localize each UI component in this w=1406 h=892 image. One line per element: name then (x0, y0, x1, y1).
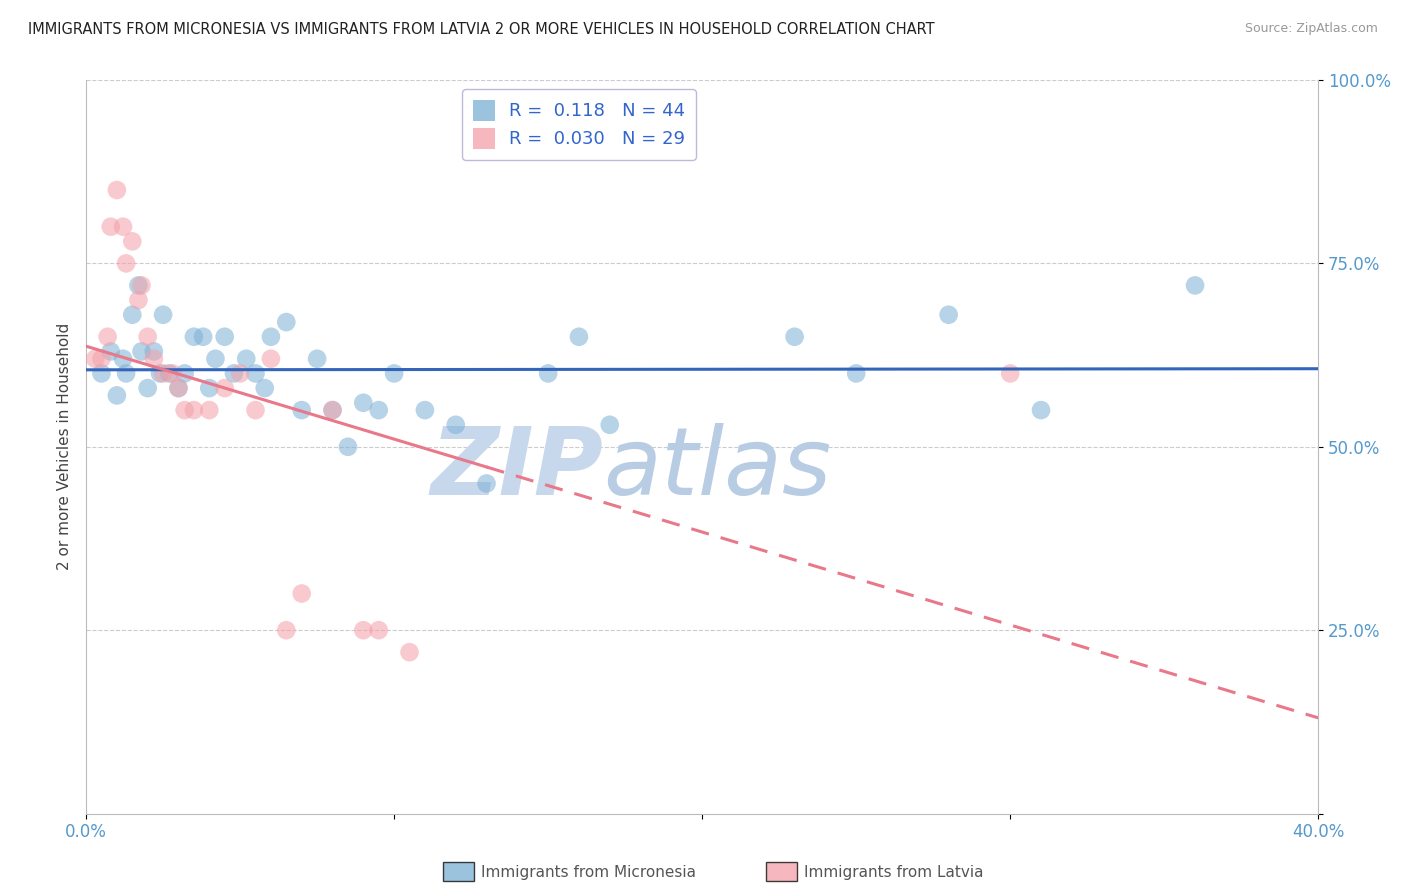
Point (245, 403, 267, 417)
Point (382, 367, 405, 381)
Point (115, 256, 138, 270)
Legend: R =  0.118   N = 44, R =  0.030   N = 29: R = 0.118 N = 44, R = 0.030 N = 29 (463, 89, 696, 160)
Point (97, 330, 120, 344)
Point (229, 367, 252, 381)
Point (204, 351, 226, 366)
Point (1000, 367, 1022, 381)
Point (214, 330, 236, 344)
Point (1029, 403, 1052, 417)
Point (121, 235, 143, 249)
Point (444, 417, 467, 432)
Point (367, 403, 389, 417)
Point (131, 278, 153, 293)
Point (276, 623, 298, 637)
Point (121, 308, 143, 322)
Point (352, 396, 374, 410)
Point (136, 330, 159, 344)
Point (167, 381, 190, 395)
Point (260, 330, 283, 344)
Point (152, 308, 174, 322)
Text: ZIP: ZIP (430, 423, 603, 515)
Point (568, 330, 591, 344)
Point (142, 344, 165, 359)
Point (149, 367, 172, 381)
Point (105, 183, 128, 197)
Point (198, 381, 221, 395)
Point (173, 367, 195, 381)
Point (291, 586, 314, 600)
Text: Immigrants from Micronesia: Immigrants from Micronesia (481, 865, 696, 880)
Point (413, 403, 436, 417)
Point (260, 351, 283, 366)
Point (222, 367, 245, 381)
Point (90, 367, 112, 381)
Point (90, 351, 112, 366)
Point (162, 367, 184, 381)
Point (352, 623, 374, 637)
Point (152, 367, 174, 381)
Point (1184, 278, 1206, 293)
Point (157, 367, 180, 381)
Text: atlas: atlas (603, 424, 832, 515)
Point (214, 381, 236, 395)
Point (100, 219, 122, 234)
Point (253, 381, 276, 395)
Point (191, 330, 214, 344)
Point (321, 403, 343, 417)
Text: IMMIGRANTS FROM MICRONESIA VS IMMIGRANTS FROM LATVIA 2 OR MORE VEHICLES IN HOUSE: IMMIGRANTS FROM MICRONESIA VS IMMIGRANTS… (28, 22, 935, 37)
Text: Immigrants from Latvia: Immigrants from Latvia (804, 865, 984, 880)
Point (112, 351, 135, 366)
Point (367, 623, 389, 637)
Point (167, 381, 190, 395)
Point (183, 403, 205, 417)
Point (173, 403, 195, 417)
Point (136, 381, 159, 395)
Point (845, 367, 868, 381)
Y-axis label: 2 or more Vehicles in Household: 2 or more Vehicles in Household (58, 323, 72, 570)
Point (307, 351, 329, 366)
Point (100, 344, 122, 359)
Point (537, 367, 560, 381)
Point (84, 351, 107, 366)
Point (475, 476, 498, 491)
Point (398, 645, 420, 659)
Point (112, 219, 135, 234)
Point (131, 344, 153, 359)
Point (245, 367, 267, 381)
Point (336, 440, 359, 454)
Point (105, 388, 128, 402)
Text: Source: ZipAtlas.com: Source: ZipAtlas.com (1244, 22, 1378, 36)
Point (235, 351, 257, 366)
Point (142, 351, 165, 366)
Point (783, 330, 806, 344)
Point (321, 403, 343, 417)
Point (127, 278, 149, 293)
Point (127, 293, 149, 307)
Point (291, 403, 314, 417)
Point (599, 417, 621, 432)
Point (198, 403, 221, 417)
Point (276, 315, 298, 329)
Point (938, 308, 960, 322)
Point (183, 330, 205, 344)
Point (115, 367, 138, 381)
